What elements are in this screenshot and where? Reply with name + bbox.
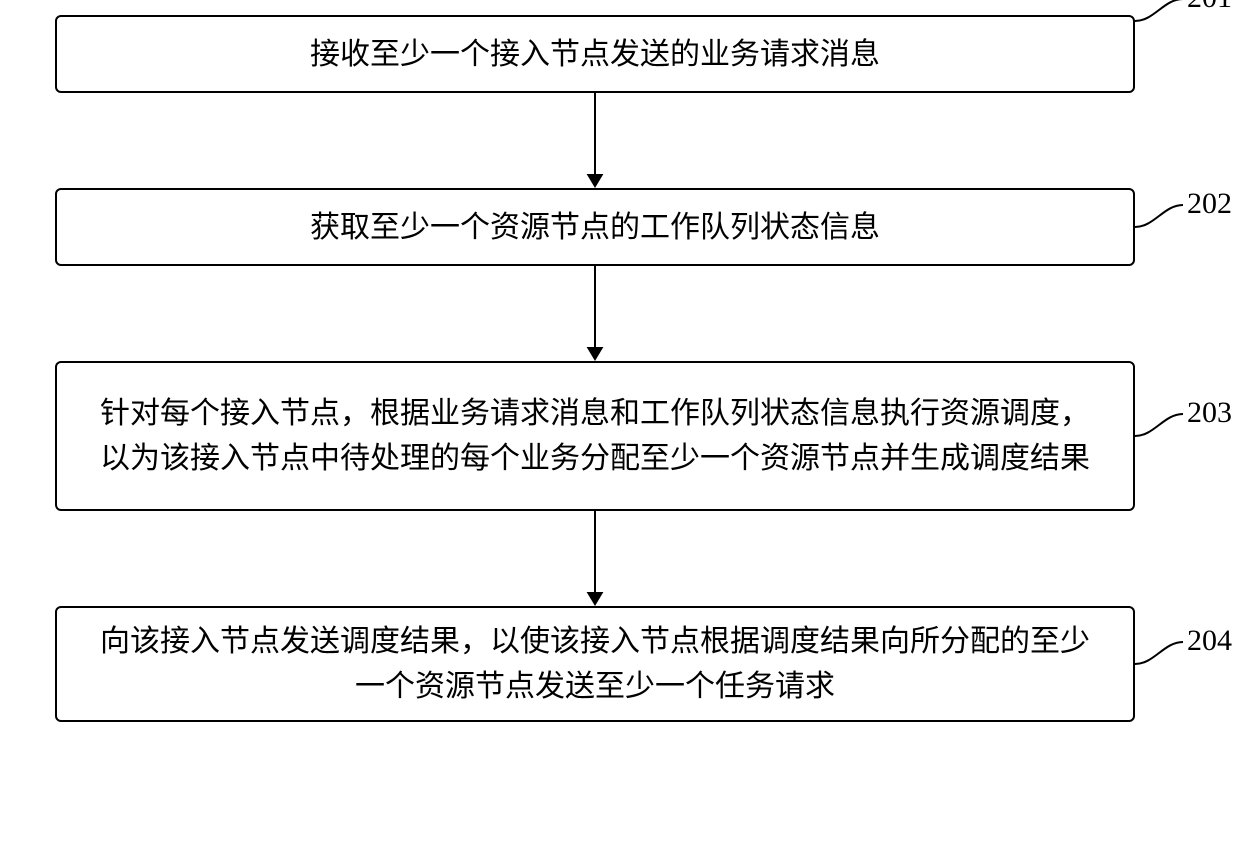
- step-label-203: 203: [1187, 396, 1232, 430]
- leader-line: [1131, 201, 1187, 231]
- step-label-201: 201: [1187, 0, 1232, 15]
- flowchart-container: 接收至少一个接入节点发送的业务请求消息201获取至少一个资源节点的工作队列状态信…: [55, 15, 1135, 722]
- flowchart-step-202: 获取至少一个资源节点的工作队列状态信息: [55, 188, 1135, 266]
- step-text: 向该接入节点发送调度结果，以使该接入节点根据调度结果向所分配的至少一个资源节点发…: [87, 619, 1103, 709]
- step-text: 针对每个接入节点，根据业务请求消息和工作队列状态信息执行资源调度，以为该接入节点…: [87, 391, 1103, 481]
- step-label-202: 202: [1187, 187, 1232, 221]
- flowchart-step-201: 接收至少一个接入节点发送的业务请求消息: [55, 15, 1135, 93]
- step-text: 接收至少一个接入节点发送的业务请求消息: [310, 32, 880, 77]
- connector-arrow: [55, 266, 1135, 361]
- flowchart-step-204: 向该接入节点发送调度结果，以使该接入节点根据调度结果向所分配的至少一个资源节点发…: [55, 606, 1135, 722]
- connector-arrow: [55, 93, 1135, 188]
- connector-arrow: [55, 511, 1135, 606]
- leader-line: [1131, 638, 1187, 668]
- leader-line: [1131, 0, 1187, 25]
- flowchart-step-203: 针对每个接入节点，根据业务请求消息和工作队列状态信息执行资源调度，以为该接入节点…: [55, 361, 1135, 511]
- leader-line: [1131, 410, 1187, 440]
- step-label-204: 204: [1187, 624, 1232, 658]
- step-text: 获取至少一个资源节点的工作队列状态信息: [310, 205, 880, 250]
